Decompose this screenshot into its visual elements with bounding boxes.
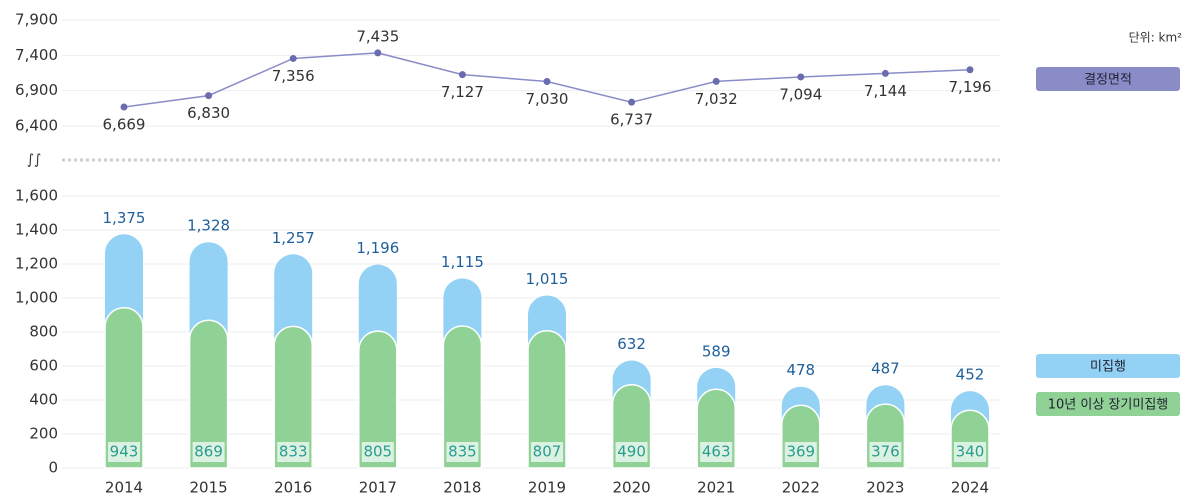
y2-tick-label: 6,400 bbox=[15, 117, 58, 135]
label-bg bbox=[531, 442, 563, 462]
label-bg bbox=[361, 442, 394, 462]
data-label: 7,435 bbox=[356, 27, 399, 45]
data-label: 340 bbox=[956, 443, 985, 461]
data-label: 7,144 bbox=[864, 82, 907, 100]
label-bg bbox=[954, 442, 986, 462]
data-label: 487 bbox=[871, 360, 900, 378]
label-bg bbox=[192, 442, 225, 462]
label-bg bbox=[784, 442, 817, 462]
line-point bbox=[712, 77, 720, 85]
line-point bbox=[120, 103, 128, 111]
line-point bbox=[205, 92, 213, 100]
data-label: 1,257 bbox=[272, 229, 315, 247]
y-tick-label: 1,600 bbox=[15, 187, 58, 205]
data-label: 833 bbox=[279, 443, 308, 461]
data-label: 369 bbox=[786, 443, 815, 461]
y-tick-label: 1,200 bbox=[15, 255, 58, 273]
label-bg bbox=[700, 442, 733, 462]
line-point bbox=[458, 71, 466, 79]
line-point bbox=[797, 73, 805, 81]
data-label: 7,356 bbox=[272, 67, 315, 85]
break-symbol: ∫∫ bbox=[27, 152, 42, 168]
y2-tick-label: 7,900 bbox=[15, 11, 58, 29]
data-label: 6,830 bbox=[187, 104, 230, 122]
data-label: 807 bbox=[533, 443, 562, 461]
data-label: 490 bbox=[617, 443, 646, 461]
data-label: 6,737 bbox=[610, 111, 653, 129]
x-tick-label: 2017 bbox=[359, 479, 397, 497]
label-bg bbox=[615, 442, 648, 462]
data-label: 7,196 bbox=[949, 78, 992, 96]
bar bbox=[358, 330, 398, 469]
y-tick-label: 800 bbox=[29, 323, 58, 341]
y-tick-label: 1,400 bbox=[15, 221, 58, 239]
bar bbox=[273, 325, 313, 469]
legend-swatch bbox=[1036, 354, 1180, 378]
bar bbox=[527, 330, 567, 469]
data-label: 835 bbox=[448, 443, 477, 461]
label-bg bbox=[869, 442, 902, 462]
y-tick-label: 0 bbox=[48, 459, 58, 477]
bar bbox=[188, 319, 229, 469]
x-tick-label: 2020 bbox=[613, 479, 651, 497]
data-label: 7,032 bbox=[695, 90, 738, 108]
data-label: 805 bbox=[363, 443, 392, 461]
unit-label: 단위: km² bbox=[1129, 31, 1183, 45]
data-label: 632 bbox=[617, 335, 646, 353]
data-label: 589 bbox=[702, 342, 731, 360]
y2-tick-label: 7,400 bbox=[15, 46, 58, 64]
data-label: 1,328 bbox=[187, 217, 230, 235]
label-bg bbox=[446, 442, 479, 462]
x-tick-label: 2022 bbox=[782, 479, 820, 497]
x-tick-label: 2018 bbox=[443, 479, 481, 497]
label-bg bbox=[277, 442, 310, 462]
x-tick-label: 2021 bbox=[697, 479, 735, 497]
x-tick-label: 2016 bbox=[274, 479, 312, 497]
data-label: 1,196 bbox=[356, 239, 399, 257]
data-label: 869 bbox=[194, 443, 223, 461]
y2-tick-label: 6,900 bbox=[15, 81, 58, 99]
line-point bbox=[543, 77, 551, 85]
x-tick-label: 2023 bbox=[866, 479, 904, 497]
data-label: 1,015 bbox=[526, 270, 569, 288]
x-tick-label: 2014 bbox=[105, 479, 143, 497]
data-label: 1,115 bbox=[441, 253, 484, 271]
line-point bbox=[881, 69, 889, 77]
data-label: 478 bbox=[786, 361, 815, 379]
bar bbox=[442, 325, 483, 469]
legend-label: 미집행 bbox=[1090, 359, 1126, 375]
legend-swatch bbox=[1036, 67, 1180, 91]
bar bbox=[104, 307, 144, 469]
data-label: 7,127 bbox=[441, 83, 484, 101]
line-point bbox=[966, 66, 974, 74]
data-label: 943 bbox=[110, 443, 139, 461]
x-tick-label: 2019 bbox=[528, 479, 566, 497]
y-tick-label: 600 bbox=[29, 357, 58, 375]
line-point bbox=[374, 49, 382, 57]
data-label: 7,030 bbox=[526, 90, 569, 108]
x-tick-label: 2024 bbox=[951, 479, 989, 497]
legend-label: 10년 이상 장기미집행 bbox=[1048, 397, 1169, 413]
label-bg bbox=[108, 442, 140, 462]
legend-swatch bbox=[1036, 392, 1180, 416]
data-label: 463 bbox=[702, 443, 731, 461]
data-label: 7,094 bbox=[779, 85, 822, 103]
line-point bbox=[289, 54, 297, 62]
y-tick-label: 200 bbox=[29, 425, 58, 443]
legend-label: 결정면적 bbox=[1084, 73, 1132, 88]
data-label: 1,375 bbox=[103, 209, 146, 227]
y-tick-label: 400 bbox=[29, 391, 58, 409]
data-label: 6,669 bbox=[103, 115, 146, 133]
x-tick-label: 2015 bbox=[190, 479, 228, 497]
line-point bbox=[628, 98, 636, 106]
y-tick-label: 1,000 bbox=[15, 289, 58, 307]
data-label: 452 bbox=[956, 366, 985, 384]
data-label: 376 bbox=[871, 443, 900, 461]
